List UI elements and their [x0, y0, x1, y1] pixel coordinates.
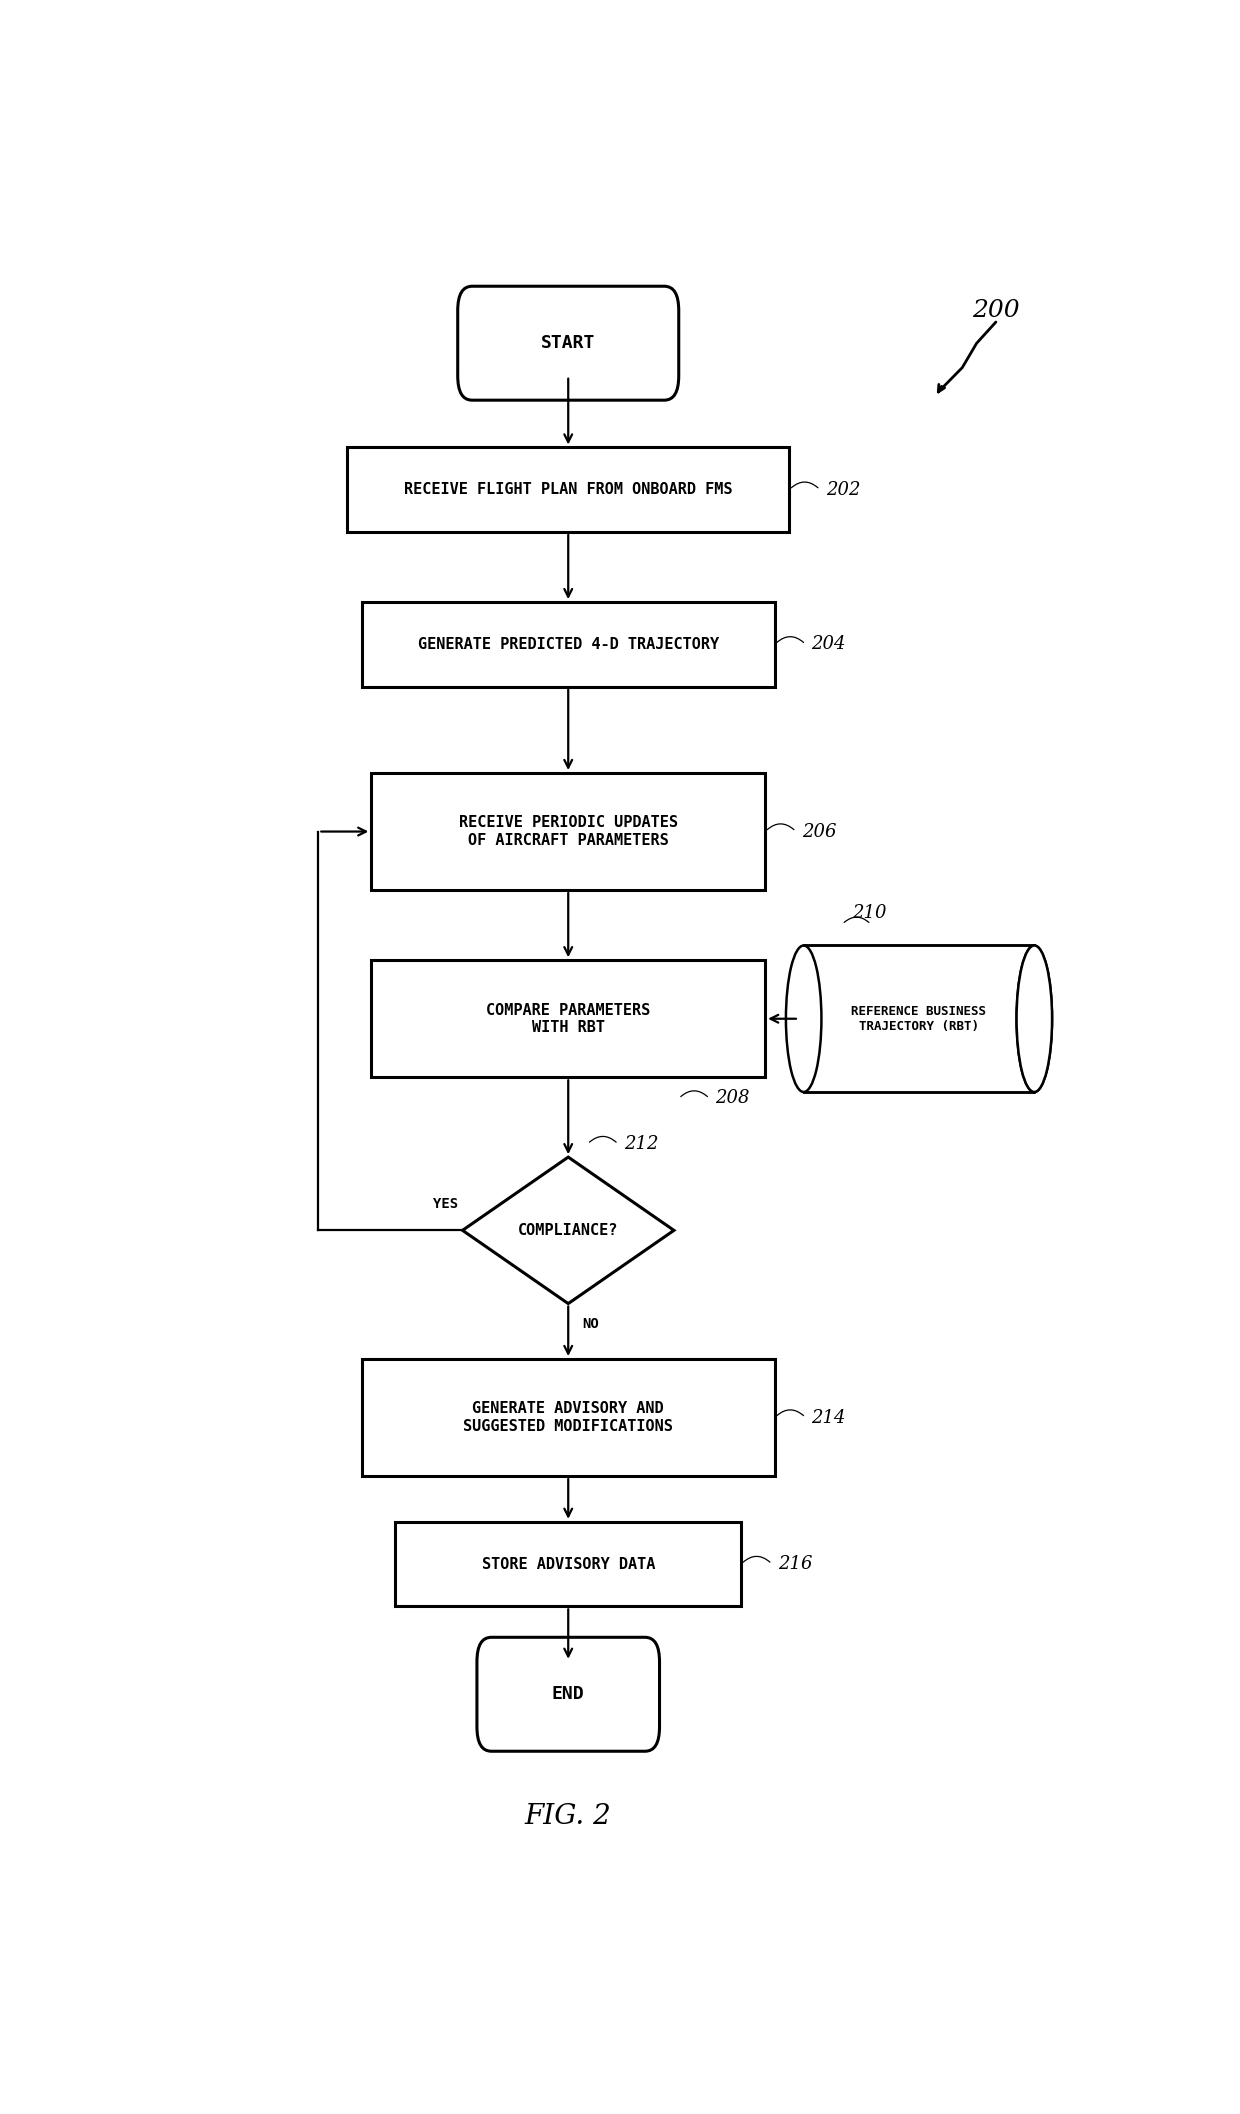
Bar — [795, 947, 1043, 1091]
Text: COMPARE PARAMETERS
WITH RBT: COMPARE PARAMETERS WITH RBT — [486, 1002, 650, 1036]
Text: GENERATE ADVISORY AND
SUGGESTED MODIFICATIONS: GENERATE ADVISORY AND SUGGESTED MODIFICA… — [464, 1402, 673, 1433]
Bar — [371, 774, 765, 890]
Text: RECEIVE FLIGHT PLAN FROM ONBOARD FMS: RECEIVE FLIGHT PLAN FROM ONBOARD FMS — [404, 482, 733, 497]
Text: START: START — [541, 334, 595, 353]
Bar — [362, 602, 775, 687]
Text: 212: 212 — [624, 1135, 658, 1152]
FancyBboxPatch shape — [458, 285, 678, 400]
FancyBboxPatch shape — [477, 1636, 660, 1750]
Ellipse shape — [1017, 945, 1052, 1093]
Text: STORE ADVISORY DATA: STORE ADVISORY DATA — [481, 1556, 655, 1571]
Polygon shape — [463, 1156, 675, 1304]
Ellipse shape — [1017, 945, 1052, 1093]
Text: 208: 208 — [715, 1089, 750, 1108]
Text: 214: 214 — [811, 1408, 846, 1427]
Text: 210: 210 — [852, 905, 887, 922]
Text: COMPLIANCE?: COMPLIANCE? — [518, 1222, 619, 1239]
Bar — [396, 1522, 742, 1607]
Bar — [362, 1359, 775, 1476]
Text: GENERATE PREDICTED 4-D TRAJECTORY: GENERATE PREDICTED 4-D TRAJECTORY — [418, 636, 719, 651]
Bar — [371, 960, 765, 1078]
Text: 206: 206 — [802, 822, 836, 841]
Text: NO: NO — [583, 1317, 599, 1330]
Ellipse shape — [786, 945, 821, 1093]
Bar — [804, 945, 1034, 1093]
Text: REFERENCE BUSINESS
TRAJECTORY (RBT): REFERENCE BUSINESS TRAJECTORY (RBT) — [852, 1004, 987, 1034]
Bar — [347, 448, 789, 533]
Text: FIG. 2: FIG. 2 — [525, 1803, 611, 1831]
Text: 204: 204 — [811, 636, 846, 653]
Text: 202: 202 — [826, 480, 861, 499]
Text: RECEIVE PERIODIC UPDATES
OF AIRCRAFT PARAMETERS: RECEIVE PERIODIC UPDATES OF AIRCRAFT PAR… — [459, 816, 678, 848]
Text: 216: 216 — [777, 1556, 812, 1573]
Text: 200: 200 — [972, 300, 1019, 321]
Text: YES: YES — [433, 1197, 458, 1211]
Text: END: END — [552, 1685, 584, 1704]
